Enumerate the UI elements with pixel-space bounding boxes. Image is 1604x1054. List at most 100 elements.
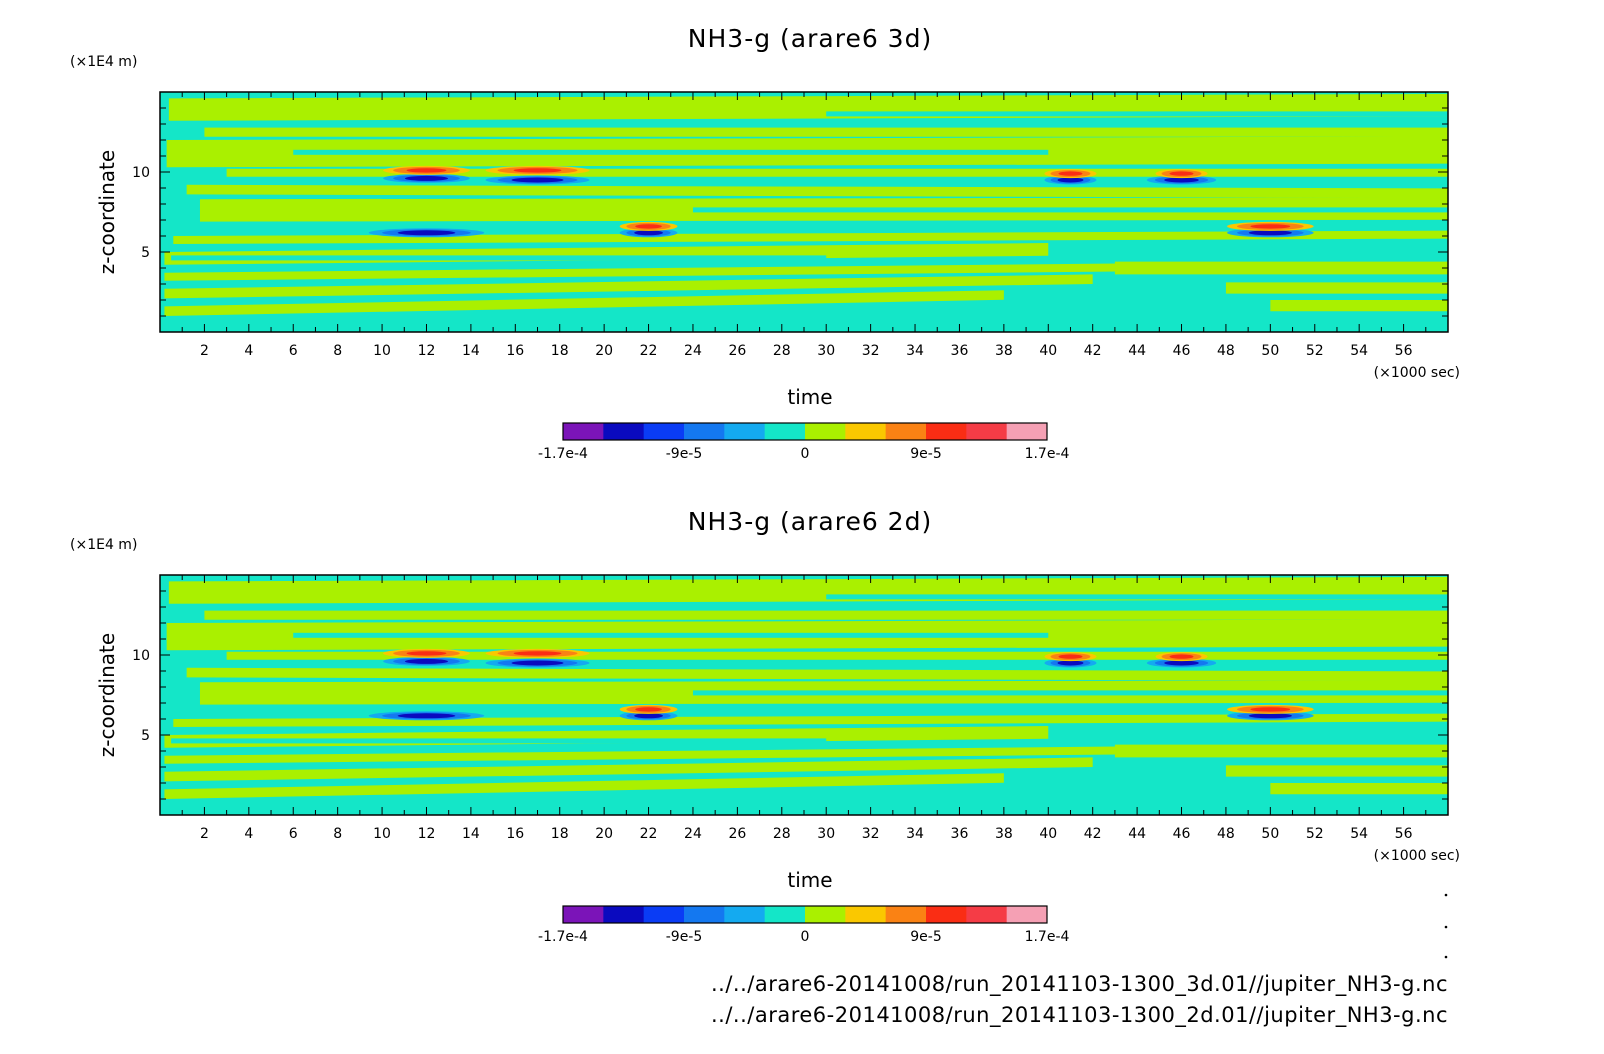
field-streak	[171, 605, 1448, 611]
colorbar-swatch	[684, 906, 725, 923]
x-tick-label: 2	[200, 826, 209, 842]
x-tick-label: 52	[1306, 826, 1324, 842]
x-tick-label: 4	[244, 343, 253, 359]
field-streak	[826, 594, 1448, 600]
x-tick-label: 30	[817, 826, 835, 842]
colorbar-tick-label: 0	[801, 446, 810, 462]
x-tick-label: 50	[1261, 826, 1279, 842]
x-tick-label: 54	[1350, 826, 1368, 842]
y-tick-label: 10	[132, 165, 150, 181]
colorbar-swatch	[966, 423, 1008, 440]
anomaly-positive	[1058, 171, 1083, 176]
colorbar: -1.7e-4 -9e-5 0 9e-5 1.7e-4	[538, 422, 1070, 462]
x-tick-label: 6	[289, 343, 298, 359]
anomaly-negative	[1057, 660, 1084, 666]
x-tick-label: 30	[817, 343, 835, 359]
colorbar-swatch	[805, 906, 846, 923]
x-axis-title: time	[787, 868, 832, 892]
colorbar-frame	[562, 905, 1048, 924]
anomaly-negative	[1248, 230, 1292, 236]
chart-panel-2: NH3-g (arare6 2d)(×1E4 m)2 4 6 8 10 12 14 16 18 2…	[70, 507, 1460, 945]
x-tick-label: 52	[1306, 343, 1324, 359]
x-tick-label: 12	[418, 826, 436, 842]
x-tick-label: 20	[595, 826, 613, 842]
field-streak	[692, 690, 1448, 696]
colorbar-swatch	[724, 423, 766, 440]
x-tick-label: 8	[333, 343, 342, 359]
field-streak	[293, 632, 1049, 638]
x-tick-label: 50	[1261, 343, 1279, 359]
field-band	[164, 757, 1093, 782]
colorbar-tick-label: -9e-5	[666, 446, 703, 462]
colorbar-frame	[562, 422, 1048, 441]
anomaly-negative	[1248, 713, 1292, 719]
anomaly-negative	[397, 230, 456, 236]
anomaly-negative	[634, 713, 663, 719]
colorbar-swatch	[805, 423, 846, 440]
anomaly-positive	[635, 707, 662, 712]
y-tick-label: 5	[141, 728, 150, 744]
x-tick-label: 40	[1039, 343, 1057, 359]
colorbar-swatch	[764, 423, 806, 440]
anomaly-positive	[635, 224, 662, 229]
field-band	[1114, 261, 1448, 275]
anomaly-negative	[404, 658, 449, 664]
x-tick-label: 44	[1128, 826, 1146, 842]
x-tick-label: 34	[906, 826, 924, 842]
anomaly-negative	[511, 177, 564, 183]
colorbar-swatch	[643, 423, 685, 440]
colorbar-swatch	[764, 906, 806, 923]
colorbar-swatch	[724, 906, 766, 923]
chart-panel-1: NH3-g (arare6 3d)(×1E4 m)2 4 6 8 10 12 14 16 18 2…	[70, 24, 1460, 462]
y-tick-label: 10	[132, 648, 150, 664]
field-band	[168, 93, 1448, 121]
colorbar-swatch	[926, 906, 967, 923]
x-tick-label: 12	[418, 343, 436, 359]
field-band	[204, 127, 1448, 137]
x-tick-label: 56	[1395, 826, 1413, 842]
colorbar-swatch	[885, 423, 927, 440]
field-streak	[826, 111, 1448, 117]
field-streak	[171, 122, 1448, 128]
field-band	[1114, 744, 1448, 758]
contour-field	[160, 575, 1448, 815]
colorbar-tick-label: 1.7e-4	[1025, 929, 1070, 945]
x-tick-label: 44	[1128, 343, 1146, 359]
anomaly-positive	[1250, 707, 1291, 712]
x-tick-label: 28	[773, 343, 791, 359]
x-tick-label: 46	[1173, 343, 1191, 359]
x-axis: 2 4 6 8 10 12 14 16 18 20 22 24 26 28 30 32 34 36 38 40 42 44…	[181, 92, 1427, 359]
x-tick-label: 42	[1084, 826, 1102, 842]
colorbar-swatch	[845, 906, 887, 923]
footer-file-3d: ../../arare6-20141008/run_20141103-1300_…	[711, 972, 1448, 997]
field-streak	[171, 255, 827, 261]
anomaly-positive	[513, 651, 562, 656]
x-tick-label: 28	[773, 826, 791, 842]
field-band	[168, 576, 1448, 604]
colorbar: -1.7e-4 -9e-5 0 9e-5 1.7e-4	[538, 905, 1070, 945]
y-axis: 5 10	[132, 107, 1448, 317]
x-tick-label: 24	[684, 826, 702, 842]
field-band	[173, 713, 1448, 727]
x-tick-label: 26	[728, 343, 746, 359]
field-band	[173, 230, 1448, 244]
field-band	[1270, 300, 1448, 312]
x-unit-label: (×1000 sec)	[1374, 848, 1460, 864]
anomaly-negative	[1164, 660, 1199, 666]
field-streak	[293, 149, 1049, 155]
anomaly-positive	[1169, 171, 1194, 176]
anomaly-negative	[511, 660, 564, 666]
x-tick-label: 22	[640, 343, 658, 359]
x-tick-label: 10	[373, 826, 391, 842]
x-tick-label: 16	[506, 826, 524, 842]
x-tick-label: 32	[862, 343, 880, 359]
field-band	[1270, 783, 1448, 795]
chart-title: NH3-g (arare6 2d)	[688, 507, 932, 536]
colorbar-swatch	[926, 423, 967, 440]
x-tick-label: 40	[1039, 826, 1057, 842]
field-band	[186, 667, 1448, 681]
x-tick-label: 38	[995, 343, 1013, 359]
anomaly-negative	[1164, 177, 1199, 183]
chart-title: NH3-g (arare6 3d)	[688, 24, 932, 53]
